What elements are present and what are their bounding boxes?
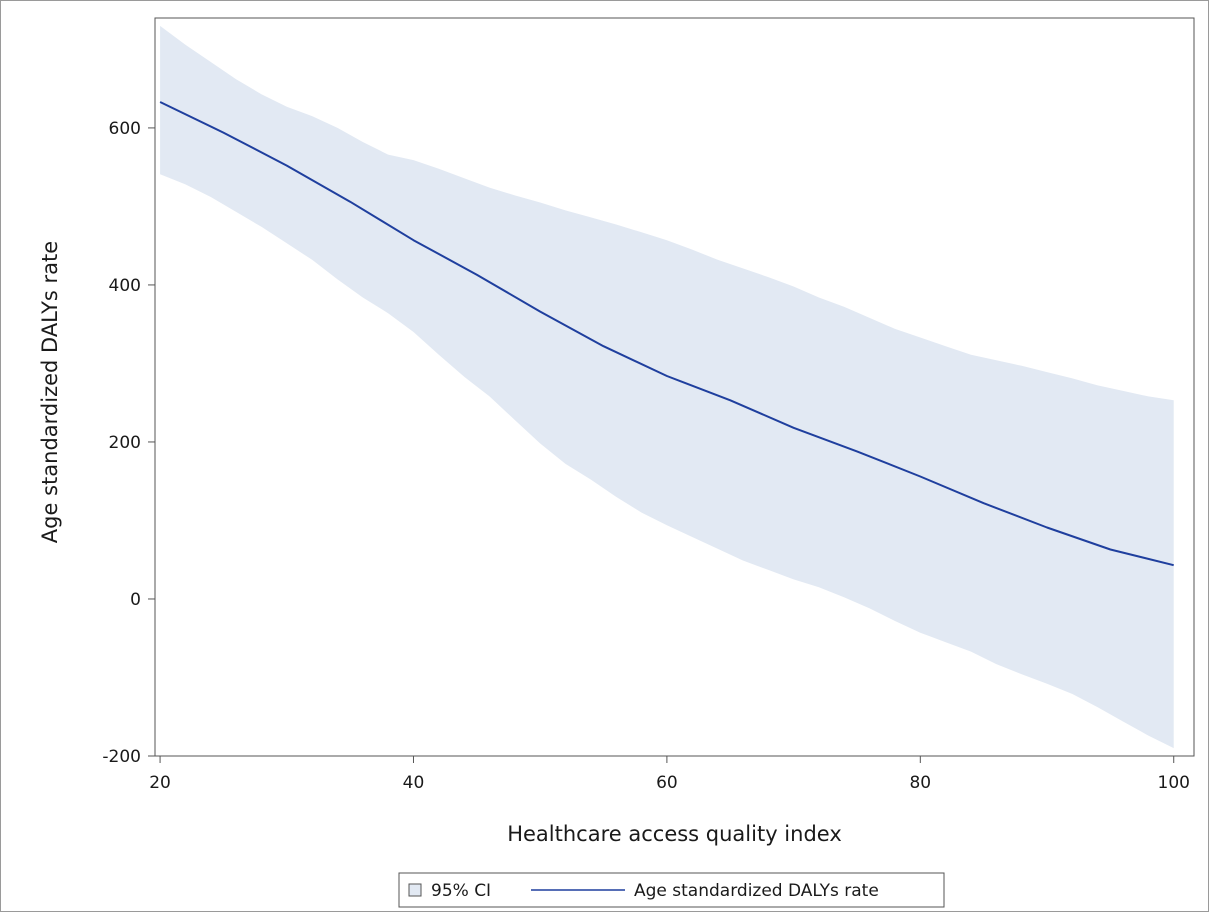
series-line-0 [159,101,1174,567]
y-tick-label: -200 [102,747,141,767]
y-axis: -200 0 200 400 600 [102,18,156,767]
y-tick-label: 600 [109,119,141,139]
x-axis-title: Healthcare access quality index [507,822,842,846]
x-axis: 20 40 60 80 100 [149,755,1194,793]
y-tick-label: 200 [109,433,141,453]
legend-series-label: Age standardized DALYs rate [634,881,879,901]
x-tick-label: 20 [149,773,171,793]
x-tick-label: 40 [403,773,425,793]
y-tick-label: 0 [130,590,141,610]
legend-border [398,872,945,908]
y-axis-title: Age standardized DALYs rate [38,241,62,543]
series-line-layer [159,101,1174,567]
ci-band-layer [160,25,1174,749]
ci-band [160,25,1174,749]
x-tick-label: 80 [909,773,931,793]
legend: 95% CI Age standardized DALYs rate [398,872,945,908]
x-tick-label: 60 [656,773,678,793]
legend-ci-label: 95% CI [431,881,491,901]
x-tick-label: 100 [1158,773,1190,793]
y-tick-label: 400 [109,276,141,296]
legend-ci-swatch [408,883,422,897]
